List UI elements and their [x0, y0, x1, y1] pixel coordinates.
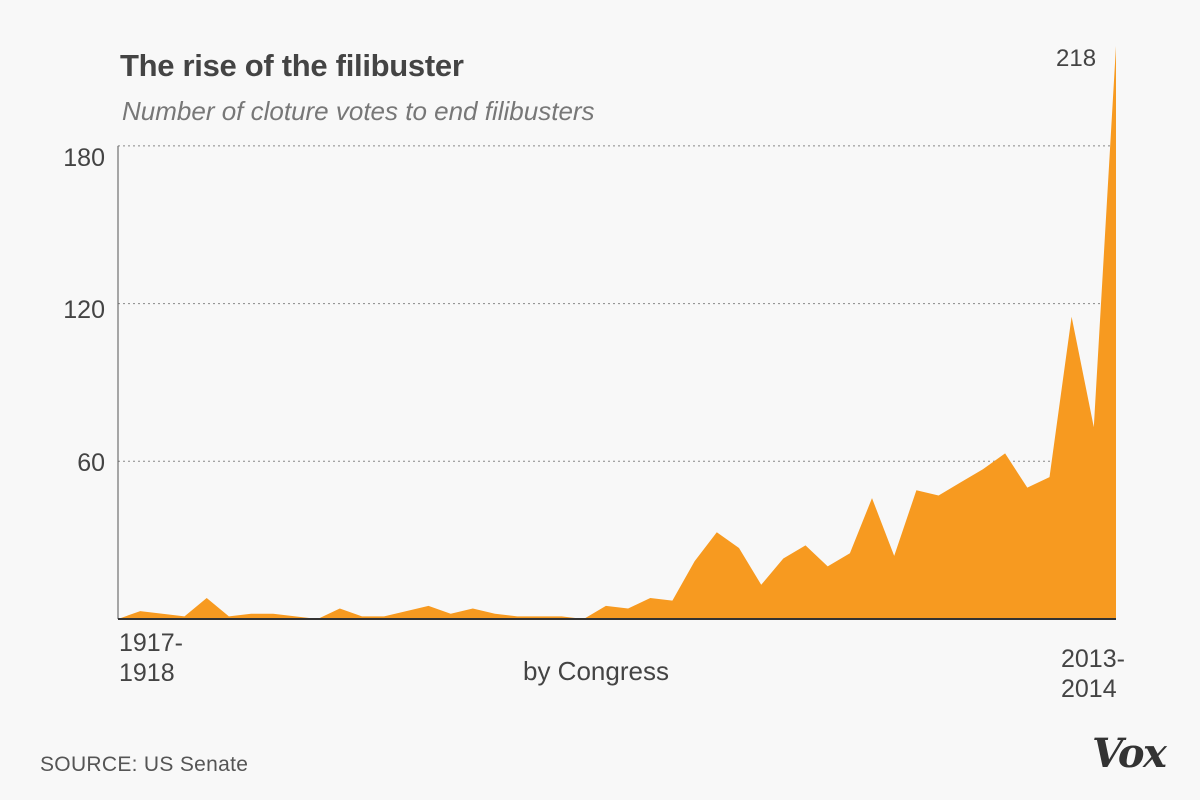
x-end-label-line2: 2014 — [1061, 675, 1117, 703]
y-tick-label: 60 — [77, 449, 105, 477]
x-end-label: 2013- 2014 — [1061, 644, 1125, 704]
x-end-label-line1: 2013- — [1061, 645, 1125, 673]
x-start-label: 1917- 1918 — [119, 628, 183, 688]
y-tick-label: 180 — [63, 144, 105, 172]
x-start-label-line1: 1917- — [119, 629, 183, 657]
source-note: SOURCE: US Senate — [40, 753, 249, 776]
x-axis-title: by Congress — [523, 656, 669, 686]
y-tick-label: 120 — [63, 296, 105, 324]
peak-value-label: 218 — [1056, 45, 1097, 72]
x-start-label-line2: 1918 — [119, 659, 175, 687]
chart-subtitle: Number of cloture votes to end filibuste… — [122, 96, 595, 126]
area-series-cloture-votes — [118, 46, 1116, 619]
vox-logo: Vox — [1092, 730, 1167, 777]
chart-title: The rise of the filibuster — [120, 48, 464, 83]
